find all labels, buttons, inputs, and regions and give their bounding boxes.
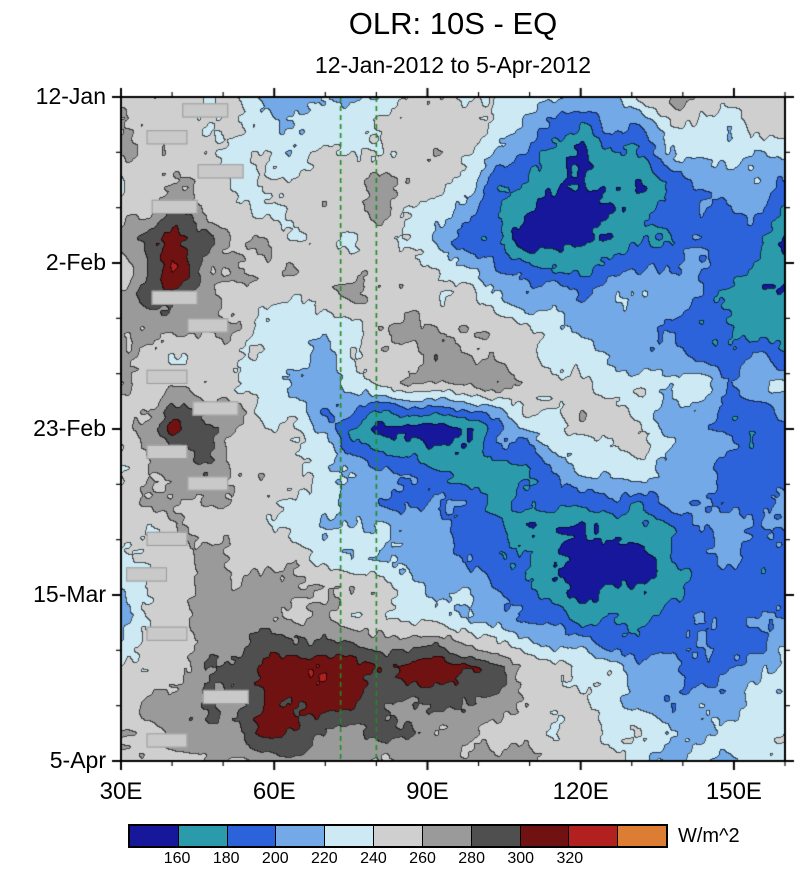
- colorbar-tick-label: 320: [556, 850, 584, 867]
- colorbar-cell: [226, 826, 276, 846]
- colorbar-cell: [470, 826, 520, 846]
- colorbar-units-label: W/m^2: [678, 825, 740, 847]
- colorbar-cell: [373, 826, 422, 846]
- colorbar: [128, 824, 668, 848]
- colorbar-tick-label: 200: [261, 850, 289, 867]
- x-axis-tick-label: 120E: [552, 778, 609, 805]
- colorbar-cell: [617, 826, 666, 846]
- x-axis-tick-label: 150E: [705, 778, 762, 805]
- colorbar-cell: [130, 826, 178, 846]
- y-axis-tick-label: 2-Feb: [45, 249, 106, 275]
- colorbar-tick-label: 300: [507, 850, 535, 867]
- colorbar-tick-label: 280: [458, 850, 485, 867]
- x-axis-tick-label: 60E: [252, 778, 296, 805]
- colorbar-cell: [275, 826, 325, 846]
- colorbar-tick-label: 180: [212, 850, 240, 867]
- colorbar-cell: [177, 826, 227, 846]
- colorbar-tick-label: 160: [163, 850, 191, 867]
- colorbar-tick-label: 260: [409, 850, 436, 867]
- colorbar-tick-label: 240: [360, 850, 387, 867]
- x-axis-tick-label: 90E: [406, 778, 449, 805]
- y-axis-tick-label: 23-Feb: [33, 415, 106, 441]
- colorbar-tick-label: 220: [311, 850, 338, 867]
- y-axis-tick-label: 15-Mar: [33, 581, 106, 607]
- colorbar-cell: [421, 826, 471, 846]
- chart-title: OLR: 10S - EQ: [348, 6, 558, 41]
- y-axis-tick-label: 12-Jan: [35, 83, 106, 109]
- colorbar-cell: [324, 826, 374, 846]
- colorbar-cell: [519, 826, 569, 846]
- chart-subtitle: 12-Jan-2012 to 5-Apr-2012: [314, 52, 592, 78]
- x-axis-tick-label: 30E: [99, 778, 143, 805]
- colorbar-cell: [568, 826, 618, 846]
- y-axis-tick-label: 5-Apr: [49, 747, 106, 773]
